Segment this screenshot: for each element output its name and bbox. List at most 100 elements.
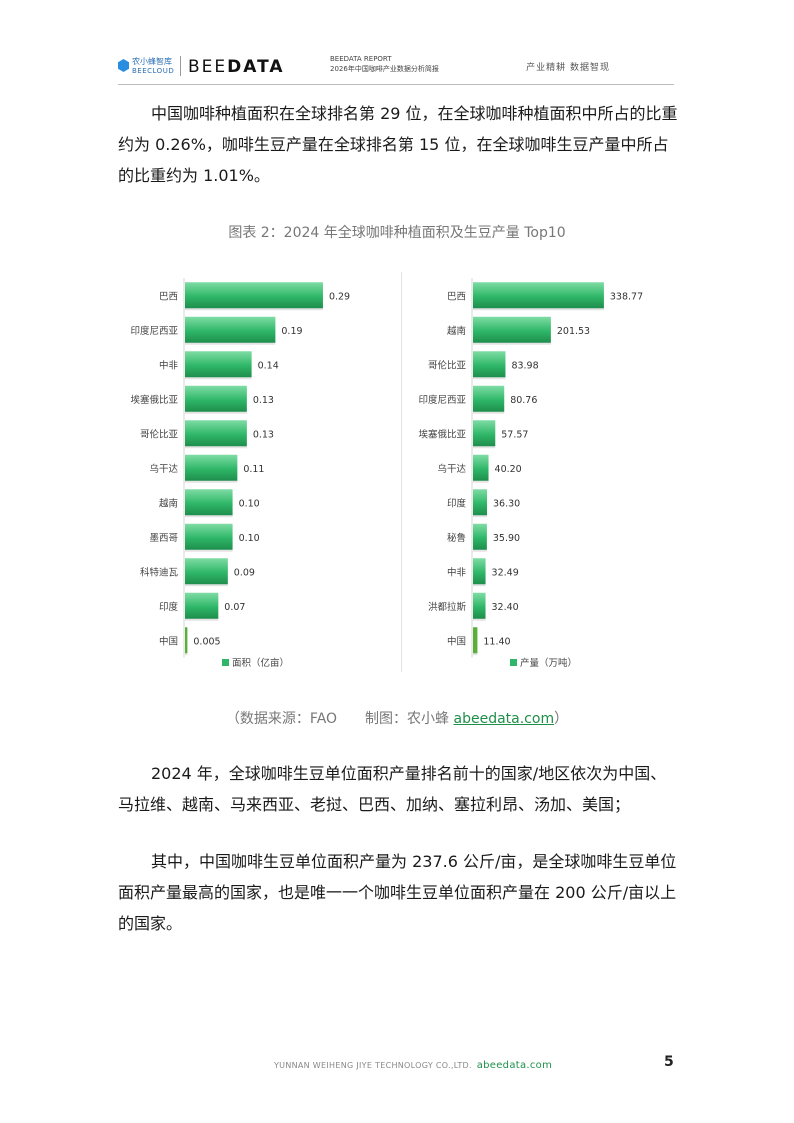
bar [473,523,487,550]
category-label: 科特迪瓦 [140,566,179,578]
value-label: 0.07 [224,602,245,613]
brand-name: BEEDATA [188,57,285,77]
beecloud-logo: 农小蜂智库 BEECLOUD [118,56,174,78]
bar [473,282,604,309]
bar [185,420,247,447]
category-label: 哥伦比亚 [140,428,179,440]
logo-divider [180,56,181,76]
value-label: 0.11 [243,464,264,475]
paragraph-line: 面积产量最高的国家，也是唯一一个咖啡生豆单位面积产量在 200 公斤/亩以上 [118,883,677,902]
paragraph-china-yield: 其中，中国咖啡生豆单位面积产量为 237.6 公斤/亩，是全球咖啡生豆单位 面积… [118,846,678,939]
value-label: 338.77 [610,291,643,302]
bar [473,420,496,447]
bar [185,627,188,654]
source-close: ） [554,711,569,727]
bar [473,454,489,481]
value-label: 40.20 [495,464,522,475]
value-label: 35.90 [493,533,520,544]
category-label: 中国 [447,635,466,647]
value-label: 201.53 [557,326,590,337]
logo-en-text: BEECLOUD [132,67,175,75]
chart-svg: 巴西 338.77 越南 201.53 哥伦比亚 83.98 印度尼西亚 80.76 埃塞俄比亚… [418,278,643,669]
page-footer: YUNNAN WEIHENG JIYE TECHNOLOGY CO.,LTD. … [274,1060,552,1071]
paragraph-line: 2024 年，全球咖啡生豆单位面积产量排名前十的国家/地区依次为中国、 [151,764,667,783]
value-label: 0.10 [239,498,260,509]
bar [185,385,247,412]
category-label: 印度 [447,497,467,509]
value-label: 36.30 [493,498,520,509]
category-label: 洪都拉斯 [428,601,467,613]
header-slogan: 产业精耕 数据智现 [526,63,610,73]
value-label: 0.10 [239,533,260,544]
value-label: 0.29 [329,291,350,302]
value-label: 80.76 [510,395,537,406]
data-source: （数据来源：FAO 制图：农小蜂 abeedata.com） [0,708,794,728]
area-bar-chart: 巴西 0.29 印度尼西亚 0.19 中非 0.14 埃塞俄比亚 0.13 哥伦比亚 0.13 乌干… [118,272,400,672]
category-label: 墨西哥 [149,533,178,544]
paragraph-line: 马拉维、越南、马来西亚、老挝、巴西、加纳、塞拉利昂、汤加、美国； [118,795,631,814]
figure-caption: 图表 2：2024 年全球咖啡种植面积及生豆产量 Top10 [228,225,566,241]
bar [473,351,506,378]
category-label: 哥伦比亚 [428,359,467,371]
paragraph-line: 的国家。 [118,914,183,933]
chart-svg: 巴西 0.29 印度尼西亚 0.19 中非 0.14 埃塞俄比亚 0.13 哥伦比亚 0.13 乌干… [130,278,350,669]
category-label: 巴西 [159,291,178,302]
footer-domain[interactable]: abeedata.com [476,1060,553,1071]
legend-label: 面积（亿亩） [232,657,289,669]
paragraph-line: 约为 0.26%，咖啡生豆产量在全球排名第 15 位，在全球咖啡生豆产量中所占 [118,135,669,154]
bar [473,558,486,585]
category-label: 巴西 [447,291,466,302]
bar [185,316,276,343]
chart-divider [401,272,402,672]
legend-label: 产量（万吨） [520,657,577,669]
report-subtitle: 2026年中国咖啡产业数据分析简报 [330,65,439,73]
logo-cn-text: 农小蜂智库 [132,57,172,66]
bar [473,489,488,516]
value-label: 0.005 [193,636,220,647]
production-bar-chart: 巴西 338.77 越南 201.53 哥伦比亚 83.98 印度尼西亚 80.76 埃塞俄比亚… [406,272,682,672]
bar [185,592,219,619]
category-label: 乌干达 [437,463,466,475]
source-text: （数据来源：FAO 制图：农小蜂 [225,711,454,727]
paragraph-line: 的比重约为 1.01%。 [118,166,270,185]
bar [473,627,478,654]
category-label: 印度尼西亚 [418,394,466,406]
value-label: 0.09 [234,567,255,578]
value-label: 83.98 [511,360,538,371]
category-label: 乌干达 [149,463,178,475]
paragraph-top-yield: 2024 年，全球咖啡生豆单位面积产量排名前十的国家/地区依次为中国、 马拉维、… [118,758,678,820]
bar [185,282,323,309]
report-title: BEEDATA REPORT 2026年中国咖啡产业数据分析简报 [330,54,439,74]
bar [185,558,228,585]
footer-company: YUNNAN WEIHENG JIYE TECHNOLOGY CO.,LTD. [274,1061,472,1070]
category-label: 印度尼西亚 [130,325,178,337]
legend-swatch [510,659,517,666]
bar [185,454,238,481]
bar [185,523,233,550]
brand-suffix: DATA [227,57,285,77]
category-label: 中非 [159,359,179,371]
page-number: 5 [664,1054,674,1070]
page-header: 农小蜂智库 BEECLOUD BEEDATA BEEDATA REPORT 20… [118,50,674,85]
value-label: 0.13 [253,395,274,406]
paragraph-line: 中国咖啡种植面积在全球排名第 29 位，在全球咖啡种植面积中所占的比重 [151,104,678,123]
value-label: 0.14 [258,360,279,371]
value-label: 57.57 [501,429,528,440]
category-label: 越南 [159,497,178,509]
value-label: 11.40 [483,636,510,647]
source-link[interactable]: abeedata.com [453,711,555,727]
category-label: 埃塞俄比亚 [130,394,178,406]
bar [473,592,486,619]
value-label: 32.40 [492,602,519,613]
category-label: 埃塞俄比亚 [418,428,466,440]
report-name: BEEDATA REPORT [330,55,392,63]
legend-swatch [222,659,229,666]
brand-prefix: BEE [188,57,228,77]
category-label: 中非 [447,566,467,578]
bar [185,489,233,516]
paragraph-line: 其中，中国咖啡生豆单位面积产量为 237.6 公斤/亩，是全球咖啡生豆单位 [151,852,677,871]
bar [185,351,252,378]
bar [473,316,551,343]
bar [473,385,505,412]
value-label: 0.19 [281,326,302,337]
